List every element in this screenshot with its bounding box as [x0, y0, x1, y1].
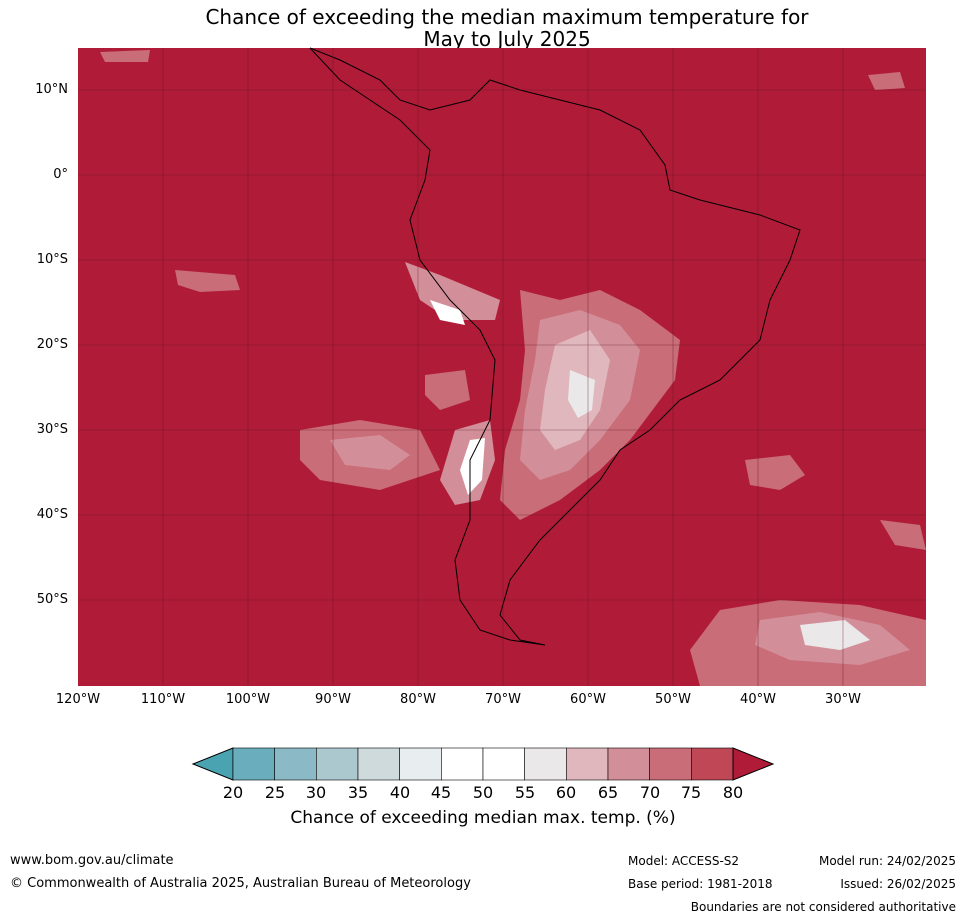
colorbar-tick-60: 60 — [555, 783, 577, 802]
lon-label-40w: 40°W — [740, 692, 776, 707]
colorbar-tick-80: 80 — [722, 783, 744, 802]
lon-label-30w: 30°W — [825, 692, 861, 707]
lon-label-60w: 60°W — [570, 692, 606, 707]
lon-label-70w: 70°W — [485, 692, 521, 707]
colorbar-segment — [232, 747, 275, 781]
footer-website: www.bom.gov.au/climate — [10, 853, 174, 868]
anomaly-region-atlantic-7 — [100, 50, 150, 62]
anomaly-region-peru-65 — [405, 262, 500, 320]
footer-disclaimer: Boundaries are not considered authoritat… — [690, 900, 956, 914]
colorbar-tick-50: 50 — [472, 783, 494, 802]
map-title-line-1: Chance of exceeding the median maximum t… — [205, 5, 809, 29]
colorbar-segment — [316, 747, 359, 781]
map-background — [78, 48, 926, 686]
lat-label-40s: 40°S — [36, 507, 68, 522]
colorbar-segment — [399, 747, 442, 781]
lon-label-80w: 80°W — [400, 692, 436, 707]
south-america-coastline — [309, 47, 801, 646]
lat-label-20s: 20°S — [36, 337, 68, 352]
colorbar-segment — [691, 747, 734, 781]
lon-label-120w: 120°W — [55, 692, 101, 707]
colorbar-tick-55: 55 — [514, 783, 536, 802]
colorbar-segment — [649, 747, 692, 781]
colorbar-segment — [566, 747, 609, 781]
lon-label-100w: 100°W — [225, 692, 271, 707]
colorbar-segment — [607, 747, 650, 781]
map-title-line-2: May to July 2025 — [423, 27, 591, 51]
colorbar-arrow-high — [732, 747, 775, 781]
anomaly-region-atlantic-4 — [800, 620, 870, 650]
colorbar-tick-45: 45 — [430, 783, 452, 802]
colorbar-tick-25: 25 — [264, 783, 286, 802]
colorbar-segment — [274, 747, 317, 781]
coastlines — [309, 47, 801, 646]
lat-label-10n: 10°N — [35, 82, 68, 97]
colorbar-tick-20: 20 — [222, 783, 244, 802]
footer-copyright: © Commonwealth of Australia 2025, Austra… — [10, 876, 471, 891]
colorbar-caption: Chance of exceeding median max. temp. (%… — [290, 808, 676, 828]
lon-label-110w: 110°W — [140, 692, 186, 707]
anomaly-region-peru-white — [430, 300, 465, 325]
colorbar-tick-35: 35 — [347, 783, 369, 802]
lat-label-10s: 10°S — [36, 252, 68, 267]
colorbar-segment — [357, 747, 400, 781]
anomaly-region-atlantic-5 — [880, 520, 926, 550]
anomaly-region-chile-white — [460, 438, 485, 495]
lon-label-90w: 90°W — [315, 692, 351, 707]
lat-label-50s: 50°S — [36, 592, 68, 607]
anomaly-region-pacific-4 — [425, 370, 470, 410]
footer-model-run: Model run: 24/02/2025 — [818, 854, 956, 868]
anomaly-region-atlantic-1 — [745, 455, 805, 490]
colorbar — [191, 747, 775, 781]
colorbar-arrow-low — [191, 747, 234, 781]
lat-label-30s: 30°S — [36, 422, 68, 437]
gridlines — [78, 48, 926, 686]
lon-label-50w: 50°W — [655, 692, 691, 707]
footer-base-period: Base period: 1981-2018 — [628, 877, 773, 891]
colorbar-tick-75: 75 — [680, 783, 702, 802]
colorbar-segment — [482, 747, 525, 781]
anomaly-region-pacific-3 — [330, 435, 410, 470]
temperature-map — [78, 47, 926, 686]
footer-issued: Issued: 26/02/2025 — [840, 877, 956, 891]
colorbar-tick-40: 40 — [389, 783, 411, 802]
colorbar-segments — [232, 747, 734, 781]
anomaly-region-atlantic-6 — [868, 72, 905, 90]
colorbar-tick-70: 70 — [639, 783, 661, 802]
colorbar-segment — [524, 747, 567, 781]
anomaly-shading — [100, 50, 926, 686]
footer-model: Model: ACCESS-S2 — [628, 854, 740, 868]
lat-label-0: 0° — [53, 167, 68, 182]
colorbar-segment — [441, 747, 484, 781]
colorbar-tick-30: 30 — [305, 783, 327, 802]
anomaly-region-pacific-1 — [175, 270, 240, 292]
colorbar-tick-65: 65 — [597, 783, 619, 802]
